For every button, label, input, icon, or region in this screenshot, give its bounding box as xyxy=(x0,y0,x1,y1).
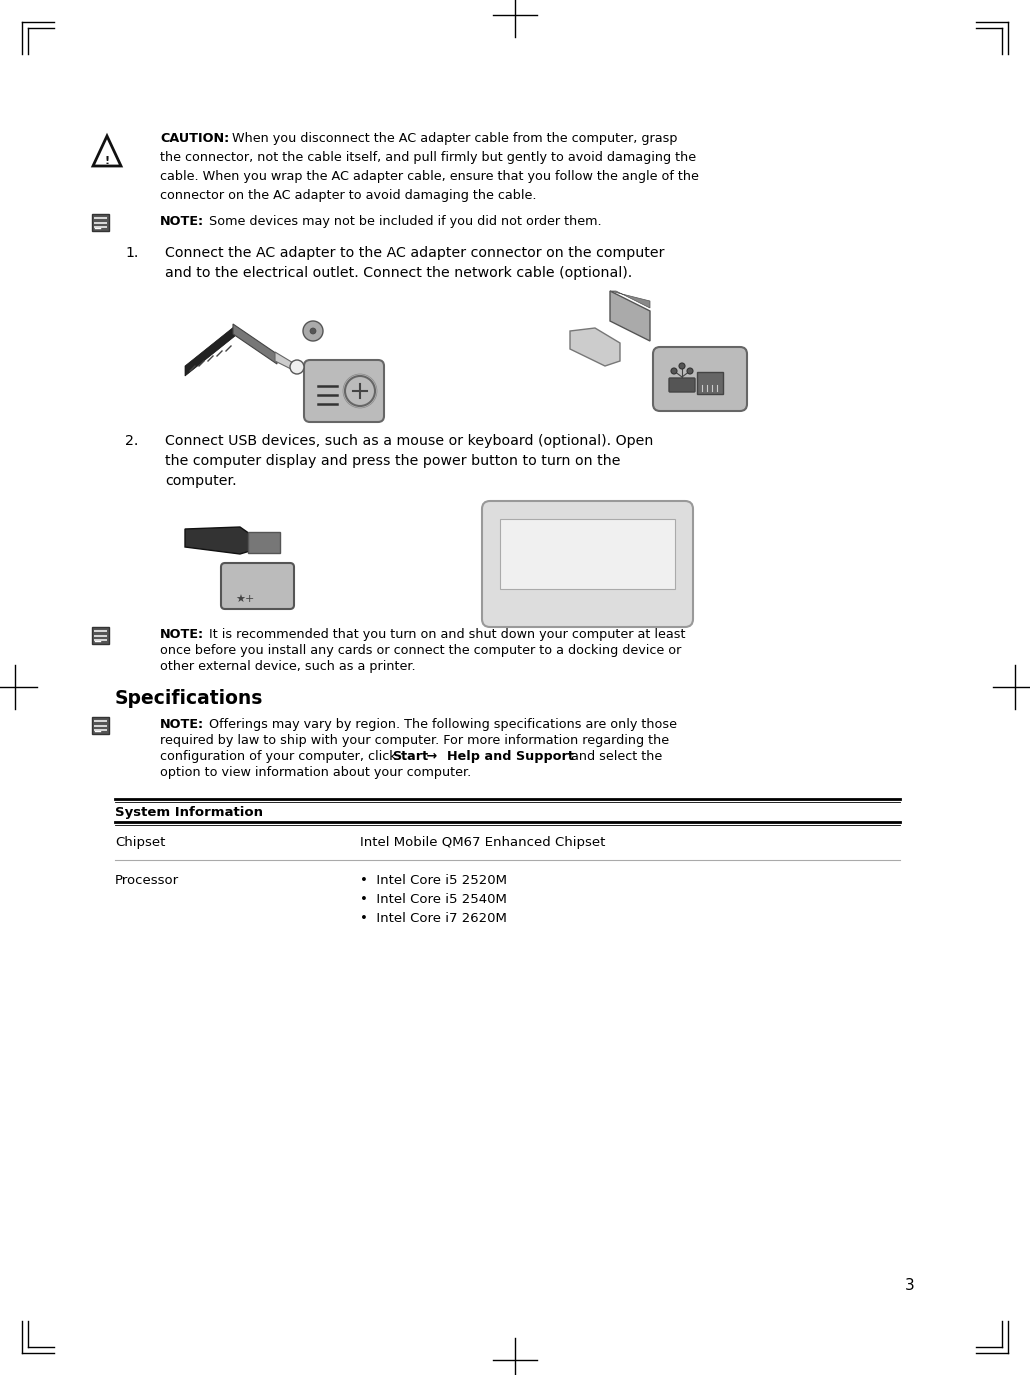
Circle shape xyxy=(687,368,693,374)
Text: the computer display and press the power button to turn on the: the computer display and press the power… xyxy=(165,454,620,468)
Text: Help and Support: Help and Support xyxy=(447,749,574,763)
Text: ★+: ★+ xyxy=(235,595,254,605)
FancyBboxPatch shape xyxy=(697,373,723,395)
Text: Some devices may not be included if you did not order them.: Some devices may not be included if you … xyxy=(205,214,602,228)
Polygon shape xyxy=(610,292,650,341)
Text: required by law to ship with your computer. For more information regarding the: required by law to ship with your comput… xyxy=(160,734,670,747)
Text: configuration of your computer, click: configuration of your computer, click xyxy=(160,749,401,763)
FancyBboxPatch shape xyxy=(653,346,747,411)
Polygon shape xyxy=(610,292,650,308)
Text: 3: 3 xyxy=(905,1277,915,1292)
Text: →: → xyxy=(422,749,442,763)
Text: •  Intel Core i7 2620M: • Intel Core i7 2620M xyxy=(360,912,507,925)
FancyBboxPatch shape xyxy=(670,378,695,392)
Text: connector on the AC adapter to avoid damaging the cable.: connector on the AC adapter to avoid dam… xyxy=(160,188,537,202)
Circle shape xyxy=(303,320,323,341)
Text: NOTE:: NOTE: xyxy=(160,214,204,228)
Circle shape xyxy=(310,329,316,334)
FancyBboxPatch shape xyxy=(304,360,384,422)
Text: Start: Start xyxy=(392,749,428,763)
Circle shape xyxy=(679,363,685,368)
Text: !: ! xyxy=(104,155,109,166)
Text: Processor: Processor xyxy=(115,874,179,887)
Polygon shape xyxy=(500,518,675,588)
Text: Specifications: Specifications xyxy=(115,689,264,708)
Text: cable. When you wrap the AC adapter cable, ensure that you follow the angle of t: cable. When you wrap the AC adapter cabl… xyxy=(160,170,699,183)
Text: 1.: 1. xyxy=(125,246,138,260)
Text: 2.: 2. xyxy=(125,434,138,448)
Text: •  Intel Core i5 2520M: • Intel Core i5 2520M xyxy=(360,874,507,887)
Text: and select the: and select the xyxy=(566,749,662,763)
Polygon shape xyxy=(570,329,620,366)
Circle shape xyxy=(345,375,375,406)
Text: Connect the AC adapter to the AC adapter connector on the computer: Connect the AC adapter to the AC adapter… xyxy=(165,246,664,260)
Text: computer.: computer. xyxy=(165,474,237,488)
Text: NOTE:: NOTE: xyxy=(160,718,204,732)
FancyBboxPatch shape xyxy=(92,716,108,734)
Text: option to view information about your computer.: option to view information about your co… xyxy=(160,766,472,780)
Circle shape xyxy=(290,360,304,374)
FancyBboxPatch shape xyxy=(92,214,108,231)
Text: Offerings may vary by region. The following specifications are only those: Offerings may vary by region. The follow… xyxy=(205,718,677,732)
Text: System Information: System Information xyxy=(115,806,263,820)
FancyBboxPatch shape xyxy=(482,500,693,627)
Text: Intel Mobile QM67 Enhanced Chipset: Intel Mobile QM67 Enhanced Chipset xyxy=(360,836,606,848)
Text: When you disconnect the AC adapter cable from the computer, grasp: When you disconnect the AC adapter cable… xyxy=(228,132,678,144)
Polygon shape xyxy=(275,352,295,371)
Text: the connector, not the cable itself, and pull firmly but gently to avoid damagin: the connector, not the cable itself, and… xyxy=(160,151,696,164)
Polygon shape xyxy=(185,527,250,554)
Circle shape xyxy=(671,368,677,374)
FancyBboxPatch shape xyxy=(92,627,108,644)
Text: CAUTION:: CAUTION: xyxy=(160,132,230,144)
Polygon shape xyxy=(185,326,235,375)
Text: Connect USB devices, such as a mouse or keyboard (optional). Open: Connect USB devices, such as a mouse or … xyxy=(165,434,653,448)
Polygon shape xyxy=(248,532,280,553)
Text: It is recommended that you turn on and shut down your computer at least: It is recommended that you turn on and s… xyxy=(205,628,686,641)
Text: other external device, such as a printer.: other external device, such as a printer… xyxy=(160,660,416,672)
FancyBboxPatch shape xyxy=(221,562,294,609)
Text: Chipset: Chipset xyxy=(115,836,166,848)
Text: NOTE:: NOTE: xyxy=(160,628,204,641)
Text: •  Intel Core i5 2540M: • Intel Core i5 2540M xyxy=(360,892,507,906)
Polygon shape xyxy=(233,324,277,364)
Text: and to the electrical outlet. Connect the network cable (optional).: and to the electrical outlet. Connect th… xyxy=(165,265,632,280)
Text: once before you install any cards or connect the computer to a docking device or: once before you install any cards or con… xyxy=(160,644,682,657)
